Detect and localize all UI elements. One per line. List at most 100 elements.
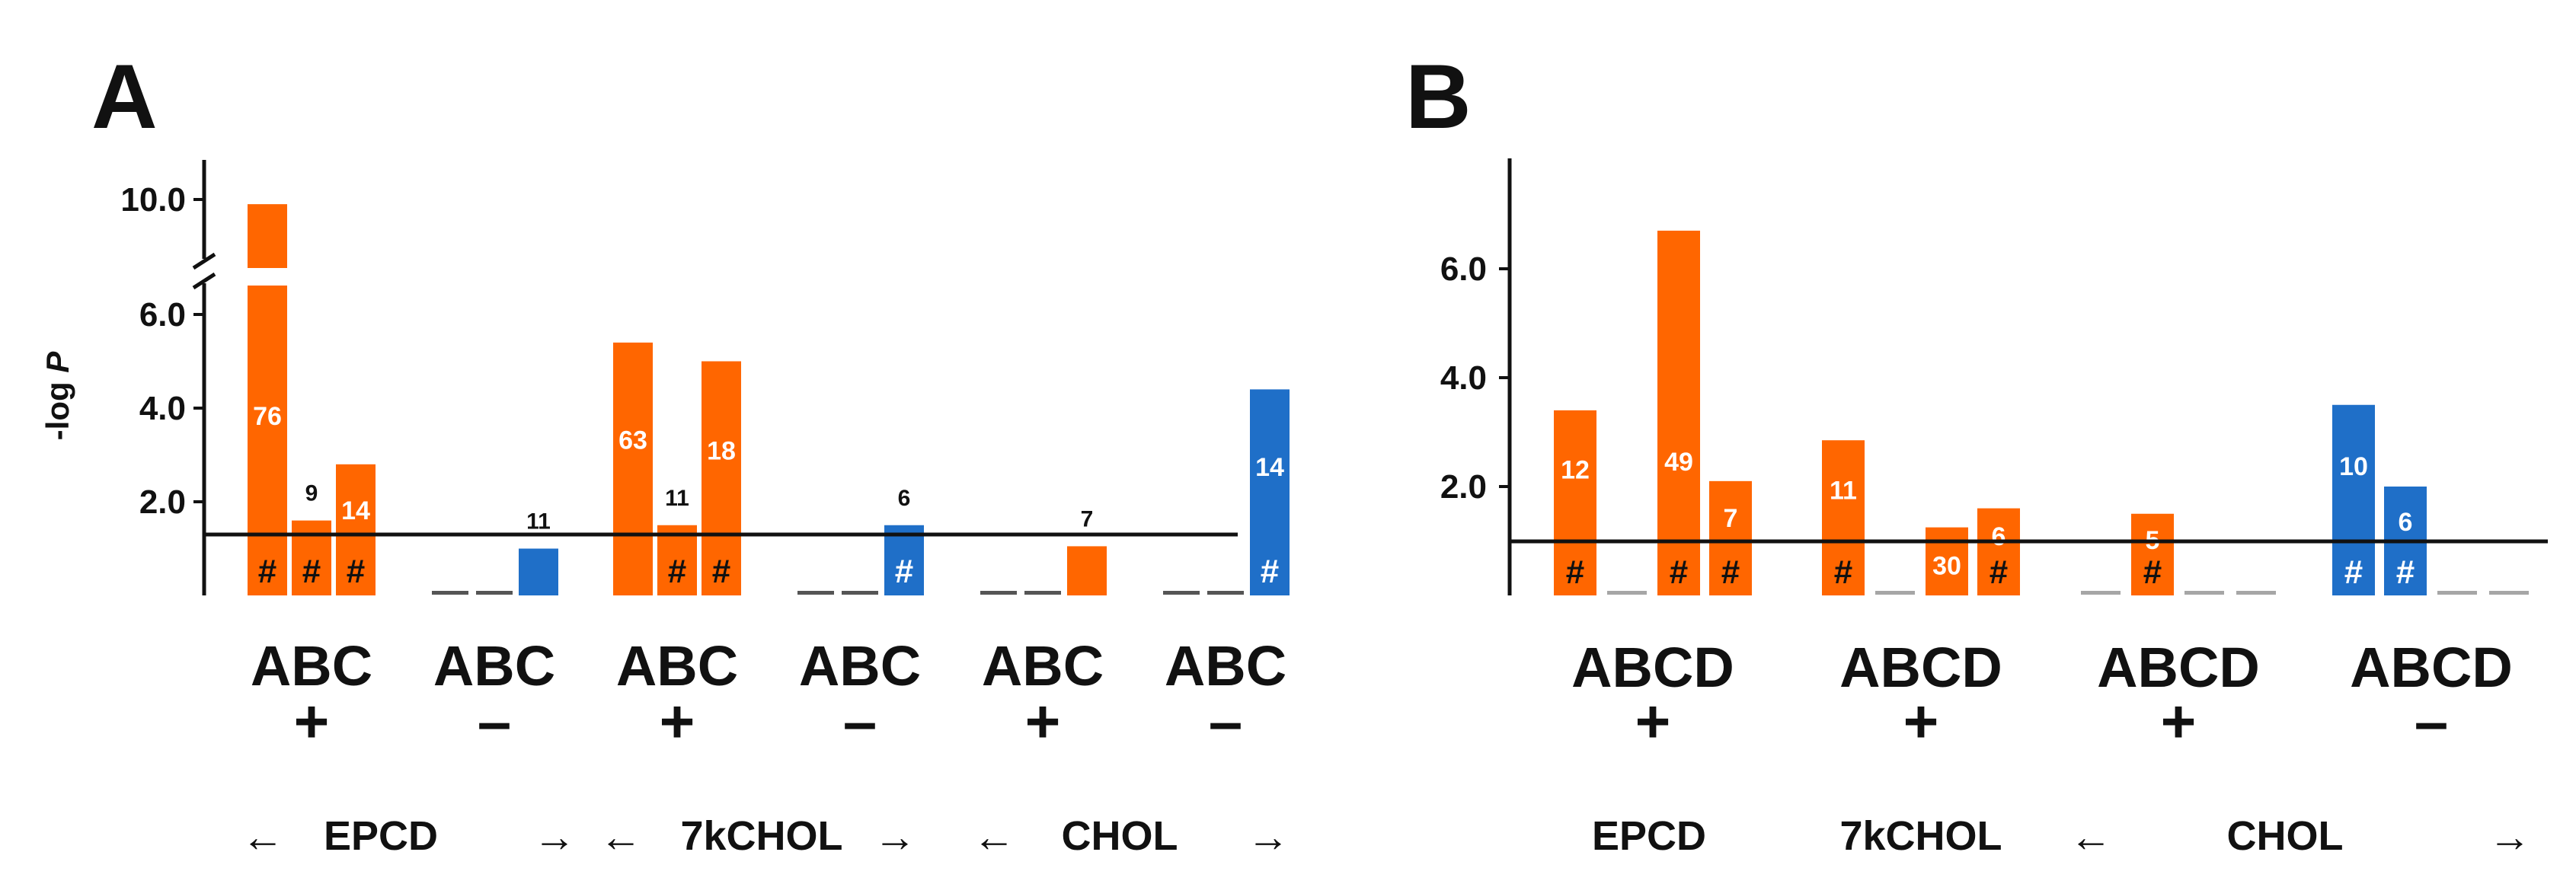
group-letters: ABC [251,634,372,697]
empty-bar-dash [2184,591,2224,595]
bar-count-label: 6 [1992,522,2006,551]
left-arrow-icon: ← [241,812,284,860]
empty-bar-dash [842,591,878,595]
group-sign: + [2161,688,2197,755]
panel-a-chart: 2.04.06.010.0-log P76#9#14#ABC+11ABC–631… [40,160,1290,860]
y-axis-label: -log P [40,351,75,441]
panel-b-letter: B [1405,46,1472,148]
y-tick-label: 6.0 [139,296,186,333]
condition-label: 7kCHOL [680,813,842,859]
condition-label: 7kCHOL [1839,813,2002,859]
bar [1657,230,1700,595]
empty-bar-dash [476,591,513,595]
bar-count-label: 10 [2339,452,2368,481]
group-letters: ABCD [2097,636,2260,699]
significance-hash: # [1834,554,1852,591]
significance-hash: # [2344,554,2363,591]
empty-bar-dash [2081,591,2121,595]
bar [1926,527,1968,595]
bar [2131,513,2174,595]
y-tick-label: 4.0 [1440,359,1487,397]
bar [613,342,653,595]
right-arrow-icon: → [874,812,916,860]
left-arrow-icon: ← [973,812,1015,860]
significance-hash: # [1566,554,1584,591]
bar-upper-segment [248,204,287,268]
significance-hash: # [2396,554,2415,591]
bar [1977,508,2020,595]
panel-b-chart: 2.04.06.012#49#7#ABCD+11#306#ABCD+5#ABCD… [1440,158,2548,860]
y-tick-label: 2.0 [139,483,186,521]
group-sign: + [1635,688,1671,755]
left-arrow-icon: ← [599,812,642,860]
empty-bar-dash [797,591,834,595]
bar-count-label: 11 [665,486,689,511]
empty-bar-dash [980,591,1017,595]
significance-hash: # [1721,554,1740,591]
group-letters: ABC [616,634,738,697]
significance-hash: # [1670,554,1688,591]
bar [336,464,376,595]
empty-bar-dash [2489,591,2529,595]
condition-label: CHOL [1062,813,1178,859]
right-arrow-icon: → [1247,812,1290,860]
bar-count-label: 14 [341,496,370,525]
bar [1822,440,1865,595]
bar-count-label: 63 [618,426,647,455]
empty-bar-dash [2236,591,2276,595]
condition-label: EPCD [324,813,438,859]
bar [657,525,697,595]
bar-count-label: 76 [253,402,282,431]
bar [1709,480,1752,595]
empty-bar-dash [2437,591,2477,595]
y-tick-label: 10.0 [120,181,186,219]
bar-count-label: 30 [1932,552,1961,581]
bar-count-label: 49 [1664,448,1693,477]
y-tick-label: 4.0 [139,390,186,427]
significance-hash: # [258,553,276,590]
bar-count-label: 6 [2399,508,2413,537]
significance-hash: # [1990,554,2008,591]
significance-hash: # [347,553,365,590]
bar [519,548,558,595]
group-sign: + [294,688,330,755]
group-sign: + [1903,688,1939,755]
group-sign: + [1025,688,1061,755]
group-letters: ABCD [2350,636,2513,699]
bar [248,286,287,595]
bar-count-label: 9 [305,481,318,506]
group-letters: ABC [799,634,921,697]
group-sign: – [843,688,877,755]
significance-hash: # [668,553,686,590]
bar-count-label: 14 [1255,453,1284,482]
empty-bar-dash [1875,591,1915,595]
left-arrow-icon: ← [2069,812,2112,860]
bar-count-label: 18 [707,437,736,466]
axis-break-mark [192,252,216,290]
condition-label: EPCD [1592,813,1706,859]
bar [884,525,924,595]
bar-count-label: 11 [526,509,551,535]
bar-count-label: 7 [1724,504,1738,533]
bar-count-label: 6 [898,486,911,511]
significance-hash: # [712,553,730,590]
group-letters: ABC [1165,634,1286,697]
right-arrow-icon: → [533,812,576,860]
empty-bar-dash [1207,591,1244,595]
significance-hash: # [302,553,321,590]
empty-bar-dash [432,591,468,595]
bar-count-label: 12 [1561,456,1590,485]
y-tick-label: 2.0 [1440,468,1487,506]
group-letters: ABCD [1571,636,1734,699]
significance-hash: # [2143,554,2162,591]
group-sign: – [2415,688,2449,755]
y-tick-label: 6.0 [1440,251,1487,288]
group-sign: – [478,688,512,755]
empty-bar-dash [1163,591,1200,595]
right-arrow-icon: → [2488,812,2531,860]
bar [2332,404,2375,595]
panel-a-letter: A [91,46,158,148]
bar [702,361,741,595]
bar [1554,410,1596,595]
group-letters: ABCD [1839,636,2002,699]
